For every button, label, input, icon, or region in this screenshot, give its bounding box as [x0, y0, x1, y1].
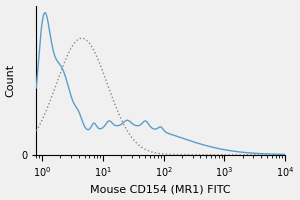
X-axis label: Mouse CD154 (MR1) FITC: Mouse CD154 (MR1) FITC — [90, 184, 231, 194]
Y-axis label: Count: Count — [6, 64, 16, 97]
